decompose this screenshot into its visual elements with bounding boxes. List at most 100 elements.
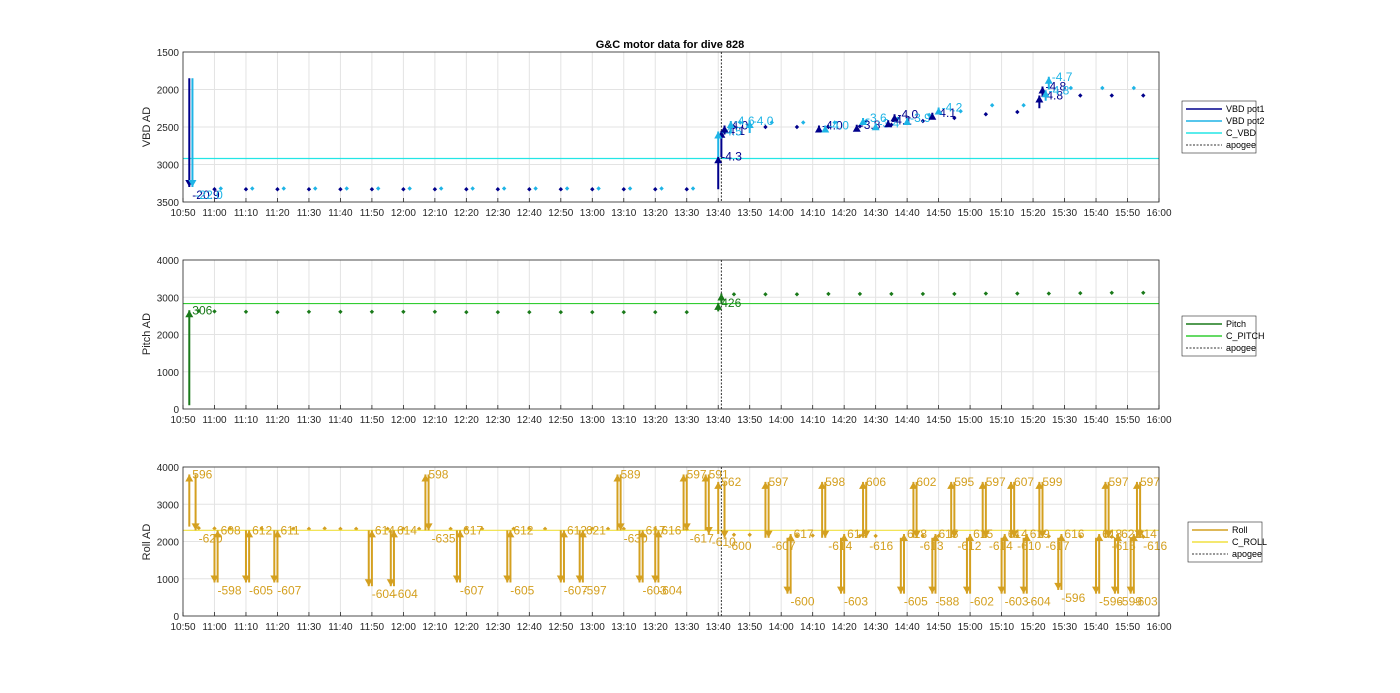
roll-move-arrow: [679, 474, 688, 531]
vbd-x-tick-label: 13:40: [706, 208, 731, 219]
vbd-x-tick-label: 15:40: [1084, 208, 1109, 219]
pitch-x-tick-label: 15:30: [1052, 415, 1077, 426]
roll-move-label: -599: [1118, 595, 1142, 609]
roll-move-label: 607: [1014, 475, 1034, 489]
pitch-data-point: [889, 291, 894, 297]
roll-x-tick-label: 16:00: [1146, 622, 1171, 633]
vbd-data-point: [1021, 103, 1026, 108]
roll-move-arrow: [386, 530, 395, 587]
pitch-y-tick-label: 3000: [157, 293, 180, 304]
pitch-data-point: [731, 292, 737, 297]
vbd-x-tick-label: 14:40: [895, 208, 920, 219]
roll-x-tick-label: 14:30: [863, 622, 888, 633]
pitch-x-tick-label: 12:50: [548, 415, 573, 426]
roll-move-label: -603: [1134, 595, 1158, 609]
vbd-data-point: [989, 103, 995, 108]
roll-move-label: 606: [866, 475, 886, 489]
pitch-x-tick-label: 15:00: [958, 415, 983, 426]
roll-move-arrow: [635, 530, 644, 583]
roll-move-label: -600: [728, 539, 752, 553]
pitch-x-tick-label: 15:50: [1115, 415, 1140, 426]
pitch-x-tick-label: 15:20: [1021, 415, 1046, 426]
pitch-data-point: [763, 292, 768, 297]
vbd-x-tick-label: 12:30: [485, 208, 510, 219]
vbd-data-point: [243, 187, 249, 192]
roll-move-label: 616: [1064, 527, 1084, 541]
roll-move-arrow: [896, 537, 905, 594]
roll-move-label: -598: [217, 583, 241, 597]
pitch-x-tick-label: 11:10: [234, 415, 259, 426]
roll-legend-label: Roll: [1232, 525, 1248, 535]
roll-move-arrow: [1054, 537, 1063, 590]
pitch-x-tick-label: 11:50: [360, 415, 385, 426]
pitch-x-tick-label: 11:20: [265, 415, 290, 426]
roll-data-point: [542, 526, 548, 532]
roll-move-arrow: [786, 534, 795, 594]
roll-y-tick-label: 3000: [157, 500, 180, 511]
roll-move-arrow: [1136, 481, 1145, 538]
roll-x-tick-label: 13:40: [706, 622, 731, 633]
pitch-x-tick-label: 12:00: [391, 415, 416, 426]
roll-move-arrow: [1126, 537, 1135, 594]
roll-move-label: -617: [690, 531, 714, 545]
roll-x-tick-label: 12:50: [548, 622, 573, 633]
pitch-data-point: [857, 291, 863, 297]
vbd-y-tick-label: 1500: [157, 48, 180, 59]
pitch-data-point: [401, 309, 406, 314]
vbd-x-tick-label: 13:10: [611, 208, 636, 219]
roll-move-arrow: [837, 537, 846, 594]
roll-x-tick-label: 12:40: [517, 622, 542, 633]
vbd-data-point: [952, 115, 957, 121]
roll-move-arrow: [1007, 481, 1016, 538]
pitch-data-point: [1015, 291, 1020, 296]
roll-data-point: [810, 533, 815, 538]
roll-move-label: 602: [916, 475, 936, 489]
roll-move-arrow: [764, 481, 773, 538]
roll-x-tick-label: 11:20: [265, 622, 290, 633]
vbd-data-point: [558, 187, 564, 192]
vbd-legend-label: C_VBD: [1226, 128, 1257, 138]
roll-move-arrow: [1000, 534, 1009, 594]
vbd-move-arrow: [903, 118, 912, 125]
vbd-x-tick-label: 16:00: [1146, 208, 1171, 219]
roll-move-arrow: [556, 530, 565, 583]
roll-move-arrow: [909, 481, 918, 538]
vbd-move-label: -4.8: [1049, 83, 1070, 97]
roll-move-label: 596: [192, 467, 212, 481]
pitch-data-point: [1046, 291, 1052, 296]
pitch-move-arrow: [717, 293, 726, 303]
roll-move-arrow: [367, 530, 376, 587]
pitch-data-point: [196, 308, 201, 314]
roll-y-tick-label: 1000: [157, 575, 180, 586]
pitch-x-tick-label: 15:40: [1084, 415, 1109, 426]
vbd-move-arrow: [714, 131, 723, 157]
vbd-move-arrow: [1038, 86, 1047, 97]
vbd-move-label: -4.8: [1042, 89, 1063, 103]
roll-move-label: -603: [844, 595, 868, 609]
roll-move-arrow: [981, 481, 990, 538]
roll-move-label: -607: [564, 583, 588, 597]
roll-move-label: -616: [1143, 539, 1167, 553]
pitch-axes-frame: [182, 259, 1160, 410]
pitch-y-tick-label: 2000: [157, 331, 180, 342]
pitch-data-point: [621, 309, 626, 315]
roll-move-arrow: [1019, 537, 1028, 594]
roll-move-label: -597: [583, 583, 607, 597]
vbd-x-tick-label: 14:30: [863, 208, 888, 219]
vbd-move-label: -4.2: [942, 101, 963, 115]
roll-move-arrow: [1057, 534, 1066, 590]
roll-move-label: 612: [252, 523, 272, 537]
vbd-x-tick-label: 11:10: [234, 208, 259, 219]
vbd-move-arrow: [726, 121, 735, 133]
pitch-data-point: [653, 309, 658, 315]
roll-move-arrow: [638, 530, 647, 583]
pitch-move-label: 306: [192, 303, 212, 317]
roll-move-label: -596: [1099, 595, 1123, 609]
vbd-move-label: -22.0: [195, 188, 223, 202]
roll-move-arrow: [654, 530, 663, 583]
roll-move-arrow: [720, 481, 729, 538]
roll-move-label: -605: [510, 583, 534, 597]
vbd-move-arrow: [928, 112, 937, 120]
vbd-x-tick-label: 13:50: [737, 208, 762, 219]
